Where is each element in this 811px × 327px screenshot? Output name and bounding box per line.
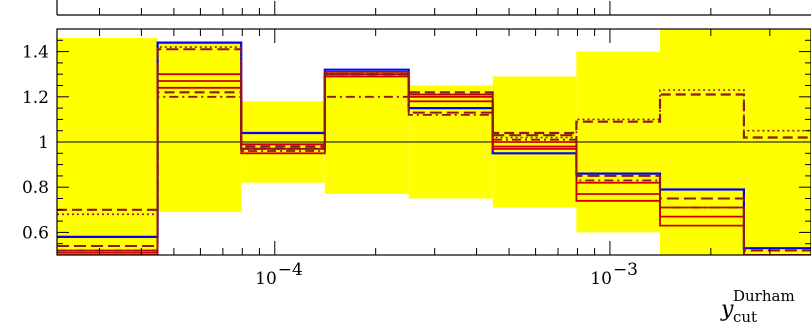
x-axis: 10 −4 10 −3 xyxy=(99,29,771,289)
y-tick-label: 1.4 xyxy=(22,43,49,63)
y-tick-label: 1.2 xyxy=(22,88,49,108)
series-line-6 xyxy=(57,95,811,255)
x-axis-label-subscript: cut xyxy=(733,308,757,326)
y-axis: 0.6 0.8 1 1.2 1.4 xyxy=(22,28,811,256)
y-tick-label: 0.6 xyxy=(22,223,49,243)
series-line-4 xyxy=(57,73,811,211)
series-line-5 xyxy=(57,46,811,216)
y-tick-label: 1 xyxy=(38,133,49,153)
y-tick-label: 0.8 xyxy=(22,178,49,198)
uncertainty-band-bin xyxy=(324,71,409,194)
x-axis-label-superscript: Durham xyxy=(733,287,795,305)
plot-frame xyxy=(56,28,811,256)
uncertainty-band-bin xyxy=(57,38,158,255)
series-line-3 xyxy=(57,75,745,255)
x-tick-exponent: −3 xyxy=(613,260,638,280)
plot-area xyxy=(57,29,811,255)
x-tick-exponent: −4 xyxy=(278,260,303,280)
series-line-7 xyxy=(57,48,811,252)
upper-panel-ticks xyxy=(56,0,771,15)
x-tick-label: 10 xyxy=(255,269,277,289)
series-line-2 xyxy=(57,73,745,255)
series-line-0 xyxy=(57,41,811,250)
x-tick-label: 10 xyxy=(590,269,612,289)
uncertainty-band-bin xyxy=(157,42,242,213)
x-axis-label: y xyxy=(720,297,734,322)
